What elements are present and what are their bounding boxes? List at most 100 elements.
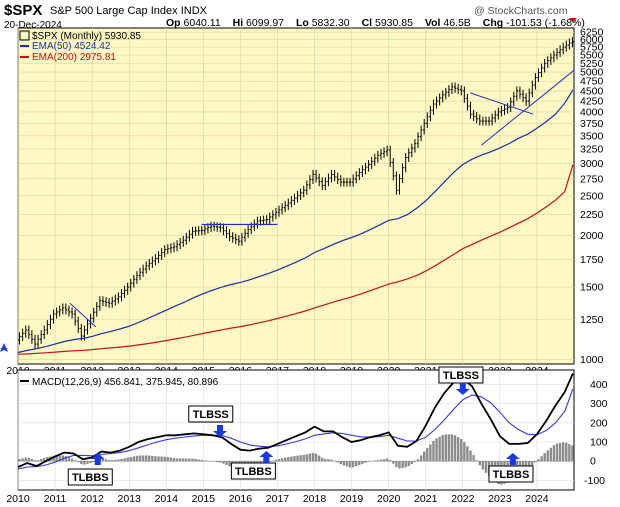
histogram-bar	[308, 453, 312, 462]
callouts: TLBSS TLBBS TLBSS TLBBS TLBBS	[67, 366, 534, 486]
histogram-bar	[531, 461, 534, 466]
histogram-bar	[194, 458, 197, 462]
histogram-bar	[342, 461, 346, 466]
price-y-tick-label: 5750	[580, 42, 604, 54]
histogram-bar	[311, 452, 315, 462]
histogram-bar	[324, 458, 327, 462]
callout-box	[67, 468, 113, 486]
histogram-bar	[355, 461, 358, 467]
histogram-bar	[30, 458, 34, 462]
histogram-bar	[321, 457, 324, 462]
macd-x-tick-label: 2021	[414, 493, 438, 505]
ema50-legend-text: EMA(50) 4524.42	[32, 41, 111, 52]
macd-x-tick-label: 2015	[192, 493, 216, 505]
macd-legend-text: MACD(12,26,9) 456.841, 375.945, 80.896	[32, 377, 219, 388]
histogram-bar	[441, 435, 444, 462]
histogram-bar	[429, 444, 432, 462]
histogram-bar	[358, 461, 361, 466]
histogram-bar	[73, 460, 77, 462]
price-y-ticks: 1000 1250 1500 1750 2000 2250 2500 2750 3000 3250…	[580, 27, 604, 366]
histogram-bar	[188, 458, 191, 462]
histogram-bar	[419, 455, 423, 462]
histogram-bar	[107, 459, 111, 462]
histogram-bar	[351, 461, 355, 468]
histogram-bar	[169, 457, 173, 462]
macd-x-tick-label: 2023	[488, 493, 512, 505]
histogram-bar	[222, 461, 225, 464]
histogram-bar	[463, 442, 466, 462]
histogram-bar	[339, 461, 342, 465]
histogram-bar	[36, 460, 40, 462]
histogram-bar	[101, 458, 105, 462]
histogram-bar	[163, 456, 166, 462]
ohlc-readout: Op 6040.11 Hi 6099.97 Lo 5832.30 Cl 5930…	[166, 17, 594, 29]
price-y-tick-label: 2750	[580, 173, 604, 185]
callout-label: TLBBS	[235, 466, 272, 478]
histogram-bar	[540, 456, 543, 462]
histogram-bar	[144, 455, 148, 462]
histogram-bar	[200, 459, 203, 462]
macd-y-tick-label: 100	[590, 437, 608, 449]
macd-line	[17, 373, 574, 468]
price-y-tick-label: 2500	[580, 190, 604, 202]
low-label: Lo	[295, 17, 309, 29]
histogram-bar	[120, 458, 123, 462]
macd-x-tick-label: 2012	[80, 493, 104, 505]
volume-label: Vol	[424, 17, 441, 29]
histogram-bar	[290, 456, 293, 462]
histogram-bar	[336, 461, 339, 463]
trendline-2011	[69, 302, 97, 328]
histogram-bar	[70, 458, 74, 462]
histogram-bar	[404, 461, 407, 468]
histogram-bar	[141, 455, 145, 462]
symbol-title: $SPX	[4, 2, 43, 19]
histogram-bar	[555, 443, 559, 462]
price-y-tick-label: 3500	[580, 130, 604, 142]
macd-y-tick-label: 200	[590, 417, 608, 429]
macd-x-tick-label: 2014	[155, 493, 179, 505]
close-value: 5930.85	[375, 17, 413, 29]
histogram-bar	[225, 461, 228, 465]
high-label: Hi	[232, 17, 244, 29]
callout-arrow-icon	[259, 451, 274, 463]
ema200-legend-text: EMA(200) 2975.81	[32, 52, 116, 63]
histogram-bar	[135, 455, 139, 462]
price-legend-swatch	[19, 30, 30, 41]
company-name: S&P 500 Large Cap Index INDX	[50, 5, 207, 17]
histogram-bar	[228, 461, 231, 467]
histogram-bar	[407, 461, 410, 466]
open-value: 6040.11	[183, 17, 221, 29]
histogram-bar	[398, 461, 401, 469]
histogram-bar	[293, 456, 296, 462]
histogram-bar	[175, 458, 179, 462]
histogram-bar	[83, 461, 86, 465]
histogram-bar	[92, 461, 95, 462]
histogram-bar	[528, 461, 531, 469]
macd-y-tick-label: 300	[590, 398, 608, 410]
histogram-bar	[432, 440, 435, 462]
callout-arrow-icon	[455, 383, 470, 395]
price-y-tick-label: 6250	[580, 27, 604, 39]
histogram-bar	[114, 459, 117, 462]
histogram-bar	[18, 458, 21, 462]
histogram-bar	[416, 459, 420, 462]
brand-watermark: @ StockCharts.com	[474, 5, 568, 17]
histogram-bar	[111, 460, 114, 462]
histogram-bar	[123, 458, 126, 462]
histogram-bar	[203, 460, 207, 462]
histogram-bar	[546, 450, 549, 462]
price-y-tick-label: 6000	[580, 34, 604, 46]
histogram-bar	[552, 445, 556, 462]
macd-x-tick-label: 2010	[6, 493, 30, 505]
trendline-2022-down	[470, 92, 534, 115]
histogram-bar	[348, 461, 352, 468]
histogram-bar	[379, 459, 383, 462]
callout-box	[230, 462, 276, 480]
histogram-bar	[330, 459, 333, 462]
histogram-bar	[460, 439, 463, 462]
histogram-bar	[61, 455, 64, 462]
histogram-bar	[182, 458, 185, 462]
histogram-bar	[154, 456, 157, 462]
histogram-bar	[435, 438, 438, 462]
callout-box	[488, 465, 534, 483]
